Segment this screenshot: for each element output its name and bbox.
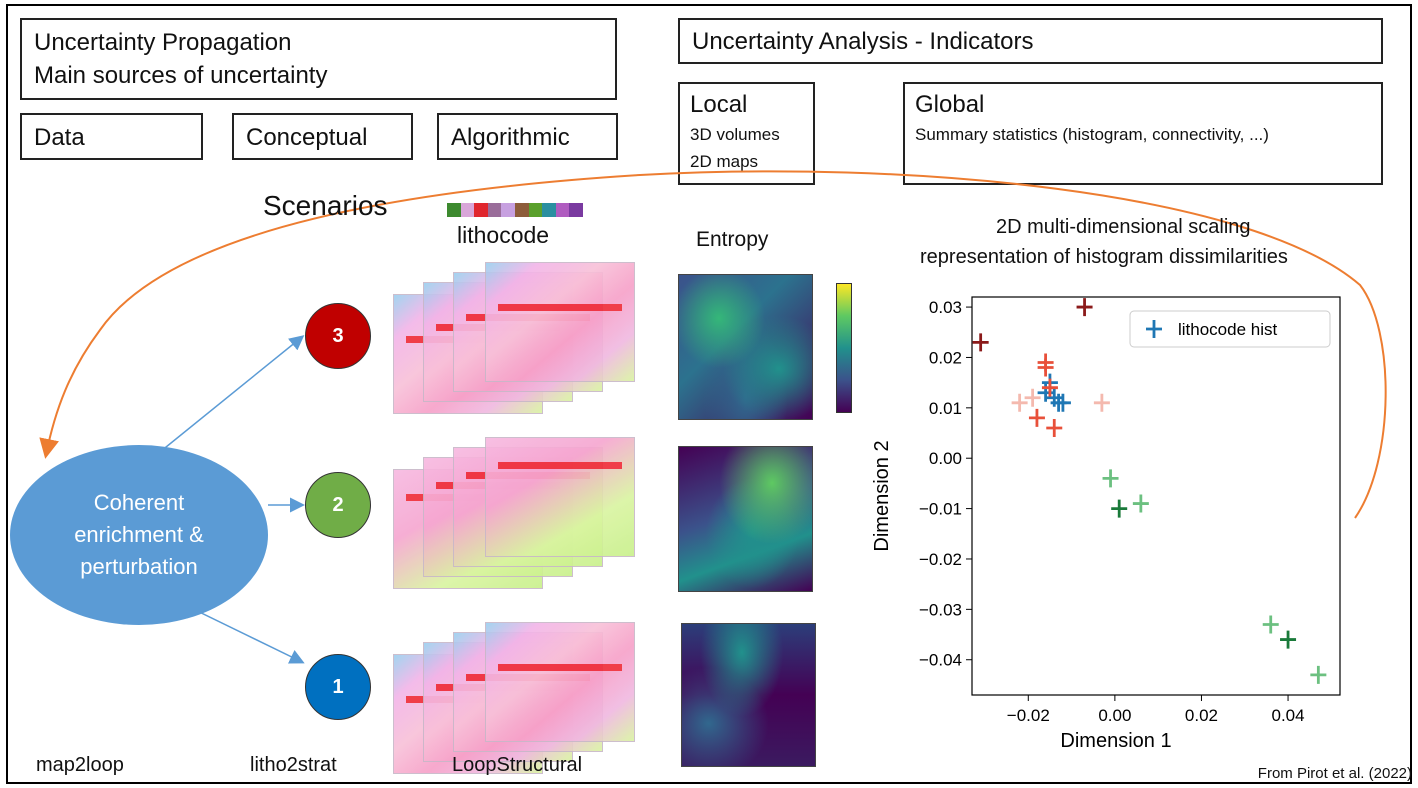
source-algorithmic-box: Algorithmic [437,113,618,160]
feedback-arc [39,170,1387,519]
local-title: Local [690,91,748,118]
legend-box [1129,310,1331,348]
global-description: Summary statistics (histogram, connectiv… [915,125,1269,144]
lithocode-swatch [474,203,488,217]
chart-title-line-1: 2D multi-dimensional scaling [996,216,1251,238]
model-block-3 [393,262,638,414]
figure-frame [6,4,1412,784]
plot-area [971,296,1341,696]
coherent-enrichment-ellipse: Coherent enrichment & perturbation [10,445,268,625]
y-tick-label: 0.03 [929,298,962,317]
scenarios-label: Scenarios [263,190,388,221]
data-point [1132,494,1149,513]
data-point [1262,615,1279,634]
x-tick-label: −0.02 [1007,706,1050,725]
data-point [1280,630,1297,649]
data-point [1054,393,1071,412]
y-tick-label: −0.02 [919,550,962,569]
source-conceptual-box: Conceptual [232,113,413,160]
data-point [1011,393,1028,412]
lithocode-swatch [555,203,570,217]
y-tick-label: −0.03 [919,600,962,619]
local-item-volumes: 3D volumes [690,125,780,144]
local-item-maps: 2D maps [690,152,759,171]
entropy-map-2 [678,446,813,592]
y-tick-label: 0.00 [929,449,962,468]
lithocode-colorbar [447,203,583,217]
global-box: Global Summary statistics (histogram, co… [903,82,1383,185]
data-point [1041,378,1058,397]
y-tick-label: 0.02 [929,348,962,367]
propagation-title: Uncertainty Propagation [34,29,292,56]
lithocode-swatch [542,203,556,217]
propagation-box: Uncertainty Propagation Main sources of … [20,18,617,100]
y-tick-label: −0.04 [919,651,962,670]
scenario-node-3: 3 [305,303,371,369]
x-tick-label: 0.04 [1272,706,1305,725]
propagation-subtitle: Main sources of uncertainty [34,62,328,89]
scenario-node-1: 1 [305,654,371,720]
ellipse-line-2: enrichment & [74,522,204,547]
local-box: Local 3D volumes 2D maps [678,82,815,185]
label-litho2strat: litho2strat [250,754,337,776]
x-tick-label: 0.00 [1098,706,1131,725]
lithocode-swatch [569,203,583,217]
analysis-box: Uncertainty Analysis - Indicators [678,18,1383,64]
data-point [1310,665,1327,684]
x-axis-label: Dimension 1 [1060,730,1171,752]
source-algorithmic-label: Algorithmic [451,124,570,151]
data-point [972,333,989,352]
source-data-label: Data [34,124,85,151]
data-point [1076,298,1093,317]
scenario-node-2-label: 2 [332,493,344,516]
ellipse-line-1: Coherent [93,490,185,515]
legend-marker [1146,320,1162,338]
source-data-box: Data [20,113,203,160]
lithocode-swatch [460,203,475,217]
source-credit: From Pirot et al. (2022) [1257,765,1412,782]
entropy-map-3 [678,274,813,420]
scenario-node-1-label: 1 [332,675,344,698]
ellipse-line-3: perturbation [80,554,198,579]
data-point [1024,388,1041,407]
chart-title-line-2: representation of histogram dissimilarit… [920,246,1288,268]
y-tick-label: −0.01 [919,500,962,519]
entropy-colorbar [836,283,852,413]
analysis-title: Uncertainty Analysis - Indicators [692,28,1034,55]
data-point [1028,408,1045,427]
label-map2loop: map2loop [36,754,124,776]
lithocode-swatch [487,203,502,217]
lithocode-swatch [514,203,529,217]
entropy-label: Entropy [696,228,769,251]
y-axis-label: Dimension 2 [871,440,893,551]
model-block-1 [393,622,638,774]
data-point [1037,353,1054,372]
arrow-to-3 [149,335,305,461]
x-tick-label: 0.02 [1185,706,1218,725]
model-block-2 [393,437,638,589]
data-point [1111,499,1128,518]
scenario-node-3-label: 3 [332,324,344,347]
mds-scatter-chart: −0.02 0.00 0.02 0.04 0.03 0.02 0.01 0.00 −0.01 −0… [871,296,1341,752]
lithocode-swatch [528,203,543,217]
data-point [1102,469,1119,488]
y-tick-label: 0.01 [929,399,962,418]
lithocode-swatch [501,203,515,217]
lithocode-swatch [447,203,461,217]
data-point [1046,418,1063,437]
source-conceptual-label: Conceptual [246,124,368,151]
entropy-map-1 [681,623,816,767]
data-point [1093,393,1110,412]
scenario-node-2: 2 [305,472,371,538]
global-title: Global [915,91,985,118]
legend-label: lithocode hist [1178,320,1278,339]
lithocode-label: lithocode [457,222,550,248]
label-loopstructural: LoopStructural [452,754,583,776]
